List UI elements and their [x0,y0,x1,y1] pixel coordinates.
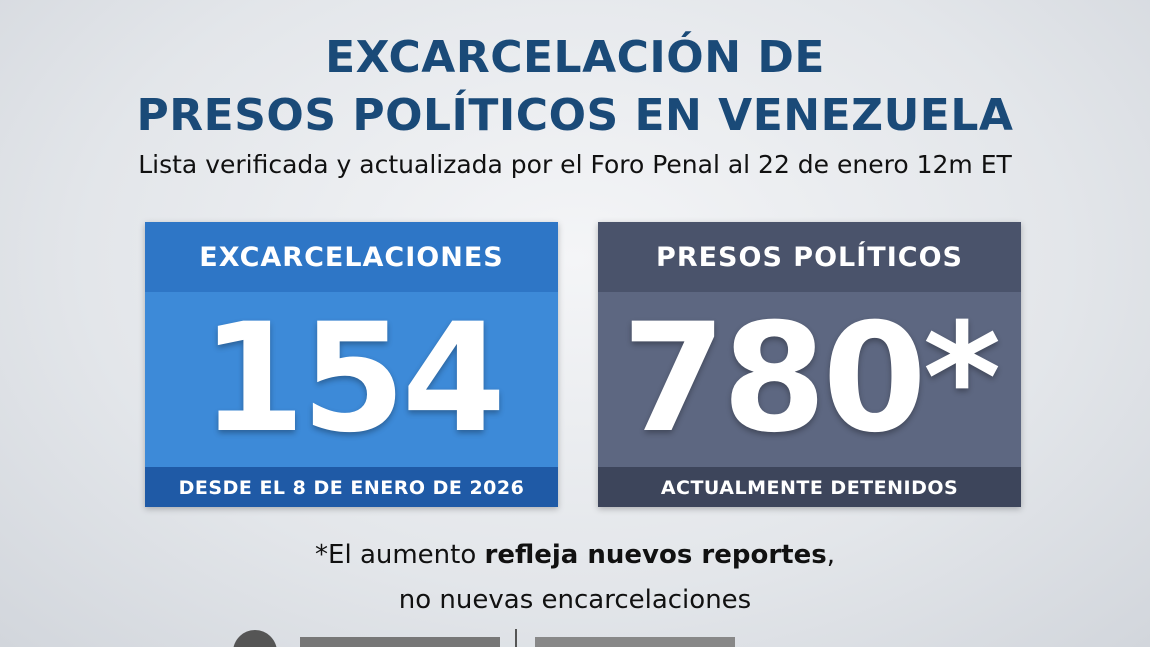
card-caption: ACTUALMENTE DETENIDOS [598,467,1021,507]
logo [233,630,277,647]
card: PRESOS POLÍTICOS 780* ACTUALMENTE DETENI… [598,222,1021,507]
card-caption: DESDE EL 8 DE ENERO DE 2026 [145,467,558,507]
logo [300,637,500,647]
card-heading: EXCARCELACIONES [145,222,558,292]
card: EXCARCELACIONES 154 DESDE EL 8 DE ENERO … [145,222,558,507]
title-line: EXCARCELACIÓN DE [325,32,825,83]
divider [515,629,517,647]
note-text: , [826,540,835,570]
note-bold: refleja nuevos reportes [484,540,827,570]
note-text: *El aumento [315,540,485,570]
subtitle: Lista verificada y actualizada por el Fo… [138,150,1012,179]
title-line: PRESOS POLÍTICOS EN VENEZUELA [136,90,1014,141]
card-number: 780* [598,292,1021,467]
logo [535,637,735,647]
note-line: *El aumento refleja nuevos reportes, [0,540,1150,570]
card-number: 154 [145,292,558,467]
logo-strip [233,629,735,647]
card-heading: PRESOS POLÍTICOS [598,222,1021,292]
note-line: no nuevas encarcelaciones [398,585,752,615]
